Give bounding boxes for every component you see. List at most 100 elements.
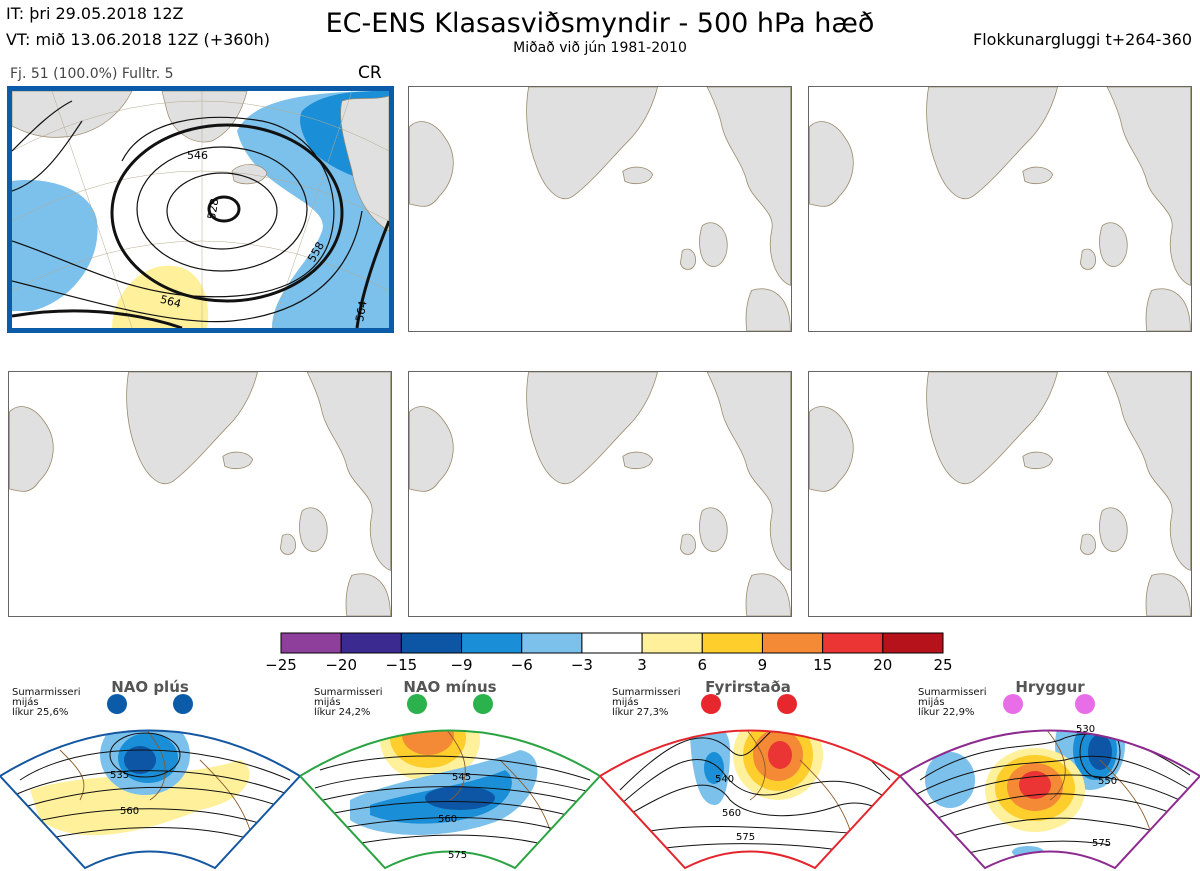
note-line-1: Sumarmisseri	[918, 687, 987, 698]
colorbar-swatch	[761, 632, 824, 654]
map-panel-3[interactable]	[808, 86, 1192, 332]
note-line-1: Sumarmisseri	[12, 687, 81, 698]
map-panel-6[interactable]	[808, 371, 1192, 617]
note-line-2: mijás	[314, 697, 341, 708]
map-panel-4[interactable]	[8, 371, 392, 617]
colorbar-swatch	[581, 632, 643, 654]
note-line-3: líkur 27,3%	[612, 707, 669, 718]
colorbar-tick-label: −9	[450, 656, 473, 674]
regime-name: NAO plús	[111, 678, 189, 696]
note-line-2: mijás	[12, 697, 39, 708]
cluster-map: 546 528 558 564 564	[12, 91, 389, 328]
regime-note: Sumarmisseri mijás líkur 27,3%	[612, 688, 680, 718]
regime-name: Hryggur	[1015, 678, 1085, 696]
map-land	[409, 87, 791, 331]
regime-dot-right	[473, 694, 493, 714]
regime-map-nao-plus: 535 560	[0, 694, 300, 870]
colorbar-tick-label: 20	[873, 656, 893, 674]
contour-label-5: 564	[353, 300, 369, 323]
regime-note: Sumarmisseri mijás líkur 22,9%	[918, 688, 986, 718]
regime-dot-right	[173, 694, 193, 714]
contour-label-575: 575	[736, 832, 755, 843]
colorbar-swatch	[340, 632, 402, 654]
regime-map-ridge: 530 550 575	[900, 694, 1200, 870]
regime-dot-left	[107, 694, 127, 714]
land-scandinavia	[340, 95, 389, 232]
map-land	[9, 372, 391, 616]
colorbar-tick-label: 25	[933, 656, 953, 674]
colorbar-tick-label: 6	[697, 656, 708, 674]
contour-label-540: 540	[715, 774, 734, 785]
contour-label-560: 560	[438, 814, 457, 825]
regime-blocking: 540 560 575 Fyrirstaða Sumarmisseri mijá…	[600, 678, 900, 871]
map-land	[809, 87, 1191, 331]
regime-nao-minus: 545 560 575 NAO mínus Sumarmisseri mijás…	[300, 678, 600, 871]
colorbar-tick-label: 3	[637, 656, 647, 674]
regime-dot-left	[1003, 694, 1023, 714]
colorbar-swatch	[882, 632, 944, 654]
cluster-info: Fj. 51 (100.0%) Fulltr. 5	[10, 66, 174, 82]
regime-note: Sumarmisseri mijás líkur 24,2%	[314, 688, 382, 718]
page-subtitle: Miðað við jún 1981-2010	[513, 40, 687, 56]
regime-frame	[600, 729, 900, 870]
colorbar-swatch	[461, 632, 523, 654]
note-line-3: líkur 25,6%	[12, 707, 69, 718]
regime-code: CR	[358, 63, 382, 83]
colorbar-swatch	[641, 632, 703, 654]
anomaly-positive-south	[112, 265, 209, 328]
contour-label-575: 575	[448, 850, 467, 861]
regime-nao-plus: 535 560 NAO plús Sumarmisseri mijás líku…	[0, 678, 300, 871]
contour-label-575: 575	[1092, 838, 1111, 849]
map-panel-1[interactable]: 546 528 558 564 564	[7, 86, 394, 333]
land-canada	[12, 91, 133, 138]
contour-label-4: 564	[159, 293, 183, 311]
colorbar-tick-label: 9	[757, 656, 768, 674]
contour-label-545: 545	[452, 772, 471, 783]
colorbar-tick-label: −3	[570, 656, 593, 674]
map-panel-2[interactable]	[408, 86, 792, 332]
colorbar	[280, 632, 944, 654]
init-time: IT: þri 29.05.2018 12Z	[6, 4, 184, 23]
contour-label-2: 528	[205, 198, 221, 221]
anomaly-negative-west	[12, 180, 98, 311]
colorbar-swatch	[521, 632, 583, 654]
regime-map-nao-minus: 545 560 575	[300, 694, 600, 870]
regime-frame	[900, 729, 1200, 870]
regime-dot-right	[777, 694, 797, 714]
classification-window: Flokkunargluggi t+264-360	[973, 30, 1192, 49]
note-line-1: Sumarmisseri	[314, 687, 383, 698]
regime-frame	[300, 729, 600, 870]
colorbar-tick-label: −25	[265, 656, 297, 674]
regime-name: NAO mínus	[403, 678, 497, 696]
contour-label-560: 560	[722, 808, 741, 819]
contour-label-550: 550	[1098, 776, 1117, 787]
regime-name: Fyrirstaða	[705, 678, 791, 696]
note-line-2: mijás	[612, 697, 639, 708]
note-line-2: mijás	[918, 697, 945, 708]
regime-map-blocking: 540 560 575	[600, 694, 900, 870]
regime-dot-left	[701, 694, 721, 714]
contour-label-535: 535	[110, 770, 129, 781]
map-land	[409, 372, 791, 616]
regime-ridge: 530 550 575 Hryggur Sumarmisseri mijás l…	[900, 678, 1200, 871]
regime-dot-left	[407, 694, 427, 714]
colorbar-swatch	[280, 632, 342, 654]
contour-label-1: 546	[187, 149, 208, 162]
colorbar-tick-label: −20	[325, 656, 357, 674]
contour-label-560: 560	[120, 806, 139, 817]
regime-dot-right	[1075, 694, 1095, 714]
colorbar-tick-label: −15	[385, 656, 418, 674]
colorbar-swatch	[822, 632, 884, 654]
note-line-1: Sumarmisseri	[612, 687, 681, 698]
regime-note: Sumarmisseri mijás líkur 25,6%	[12, 688, 80, 718]
colorbar-swatch	[701, 632, 763, 654]
map-land	[809, 372, 1191, 616]
regime-frame	[0, 729, 300, 870]
map-panel-5[interactable]	[408, 371, 792, 617]
contour-label-530: 530	[1076, 724, 1095, 735]
colorbar-tick-label: −6	[510, 656, 533, 674]
page-title: EC-ENS Klasasviðsmyndir - 500 hPa hæð	[325, 8, 875, 39]
colorbar-swatch	[400, 632, 463, 654]
note-line-3: líkur 22,9%	[918, 707, 975, 718]
valid-time: VT: mið 13.06.2018 12Z (+360h)	[6, 30, 271, 49]
